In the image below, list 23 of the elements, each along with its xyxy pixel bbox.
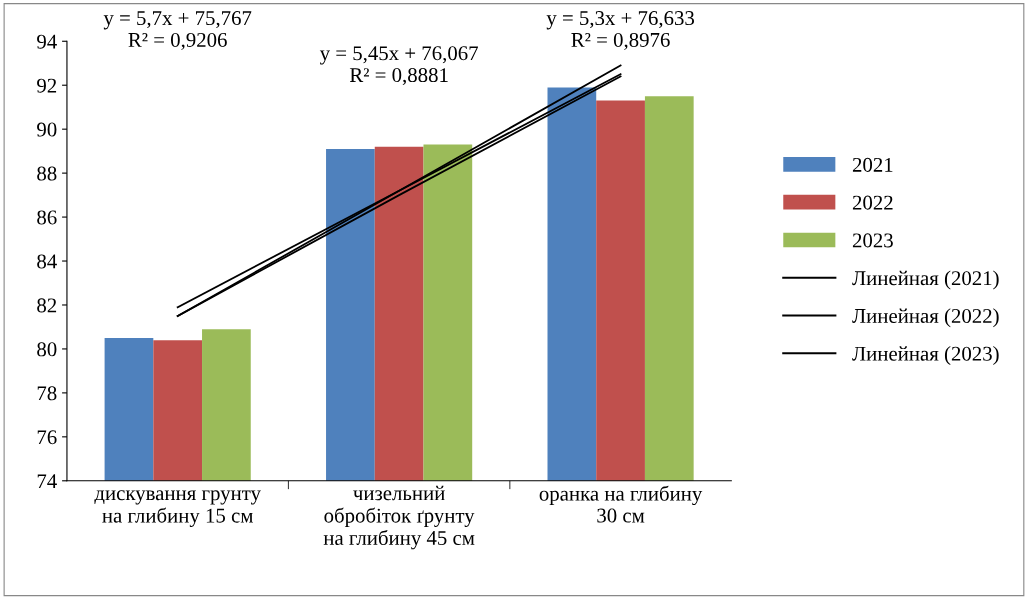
annotation: y = 5,7x + 75,767 R² = 0,9206 — [103, 11, 252, 50]
legend-label: 2023 — [852, 233, 893, 248]
y-tick-label: 86 — [37, 210, 57, 225]
y-tick-label: 88 — [37, 166, 57, 181]
annotation: y = 5,3x + 76,633 R² = 0,8976 — [546, 11, 695, 50]
y-tick-label: 94 — [37, 34, 57, 49]
legend-label: Линейная (2023) — [852, 346, 999, 365]
legend-label: 2022 — [852, 195, 893, 210]
y-tick-label: 82 — [37, 298, 57, 313]
legend-label: Линейная (2021) — [852, 270, 999, 290]
y-tick-label: 92 — [37, 78, 57, 93]
y-tick-label: 74 — [37, 474, 57, 489]
legend-label: Линейная (2022) — [852, 308, 999, 328]
y-tick-label: 90 — [37, 122, 57, 137]
y-tick-label: 76 — [37, 430, 57, 445]
x-tick-label: оранка на глибину 30 см — [539, 485, 703, 523]
x-tick-label: чизельний обробіток ґрунту на глибину 45 см — [323, 485, 475, 550]
annotation: y = 5,45x + 76,067 R² = 0,8881 — [319, 46, 478, 86]
legend-label: 2021 — [852, 157, 893, 172]
y-tick-label: 80 — [37, 342, 57, 357]
x-tick-label: дискування грунту на глибину 15 см — [94, 490, 261, 527]
y-tick-label: 84 — [37, 254, 57, 269]
y-tick-label: 78 — [37, 386, 57, 401]
